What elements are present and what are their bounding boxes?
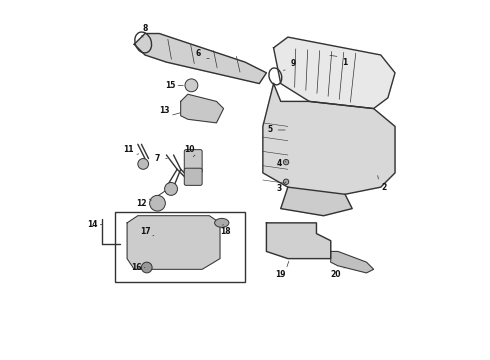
Text: 5: 5: [268, 126, 272, 135]
Circle shape: [138, 158, 148, 169]
Polygon shape: [273, 37, 395, 109]
Text: 1: 1: [343, 58, 347, 67]
Text: 4: 4: [276, 159, 282, 168]
Text: 6: 6: [196, 49, 201, 58]
Polygon shape: [281, 187, 352, 216]
Text: 17: 17: [140, 227, 150, 236]
Text: 14: 14: [87, 220, 98, 229]
Text: 11: 11: [123, 145, 134, 154]
Polygon shape: [181, 94, 223, 123]
Text: 7: 7: [155, 154, 160, 163]
Polygon shape: [134, 33, 267, 84]
Text: 16: 16: [131, 263, 141, 272]
Circle shape: [142, 262, 152, 273]
Circle shape: [185, 79, 198, 92]
Text: 10: 10: [184, 145, 195, 154]
Polygon shape: [267, 223, 331, 258]
Text: 3: 3: [276, 184, 282, 193]
Circle shape: [149, 195, 165, 211]
Polygon shape: [127, 216, 220, 269]
Polygon shape: [263, 84, 395, 194]
Ellipse shape: [215, 219, 229, 227]
Bar: [115, 212, 245, 282]
Circle shape: [165, 183, 177, 195]
Text: 19: 19: [275, 270, 286, 279]
FancyBboxPatch shape: [184, 168, 202, 185]
Text: 18: 18: [220, 227, 231, 236]
Text: 8: 8: [142, 24, 147, 33]
Ellipse shape: [283, 159, 289, 165]
Polygon shape: [331, 251, 373, 273]
Text: 13: 13: [159, 106, 170, 115]
Text: 12: 12: [136, 199, 147, 208]
Text: 20: 20: [331, 270, 342, 279]
FancyBboxPatch shape: [184, 150, 202, 173]
Ellipse shape: [283, 179, 289, 184]
Text: 15: 15: [165, 81, 175, 90]
Text: 2: 2: [382, 183, 387, 192]
Text: 9: 9: [291, 59, 296, 68]
